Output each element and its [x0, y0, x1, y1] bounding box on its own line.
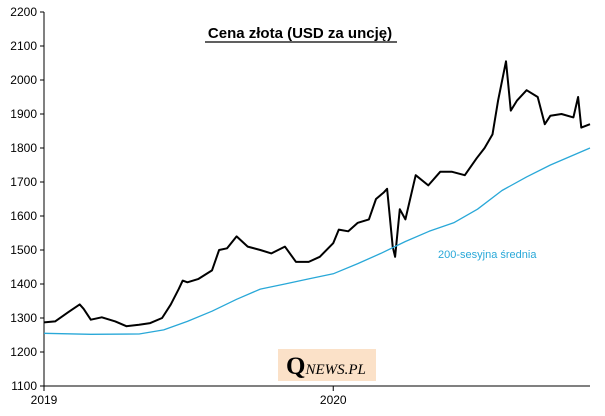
y-axis: 1100 1200 1300 1400 1500 1600 1700 1800 1900 2000…: [10, 5, 45, 393]
logo-q: Q: [286, 353, 305, 380]
logo-name: NEWS.PL: [304, 362, 365, 378]
x-tick-label: 2019: [31, 393, 58, 407]
y-tick-label: 1400: [10, 277, 37, 291]
logo-text: QNEWS.PL: [286, 353, 366, 380]
y-tick-label: 1700: [10, 175, 37, 189]
series-layer: [43, 60, 591, 335]
y-tick-label: 1500: [10, 243, 37, 257]
y-tick-label: 1900: [10, 107, 37, 121]
y-tick-label: 1100: [11, 379, 37, 393]
x-tick-label: 2020: [320, 393, 347, 407]
series-line-average: [43, 147, 591, 335]
y-tick-label: 1200: [10, 345, 37, 359]
series-line-price: [43, 60, 591, 328]
y-tick-label: 1300: [10, 311, 37, 325]
y-tick-label: 1800: [10, 141, 37, 155]
y-tick-label: 2100: [10, 39, 37, 53]
chart-title: Cena złota (USD za uncję): [208, 25, 392, 42]
y-tick-label: 1600: [10, 209, 37, 223]
y-tick-label: 2200: [10, 5, 37, 19]
qnews-logo: QNEWS.PL: [278, 349, 376, 381]
series-label-average: 200-sesyjna średnia: [438, 249, 537, 261]
x-axis: 2019 2020: [31, 385, 590, 407]
y-tick-label: 2000: [10, 73, 37, 87]
logo-background: [278, 349, 376, 381]
